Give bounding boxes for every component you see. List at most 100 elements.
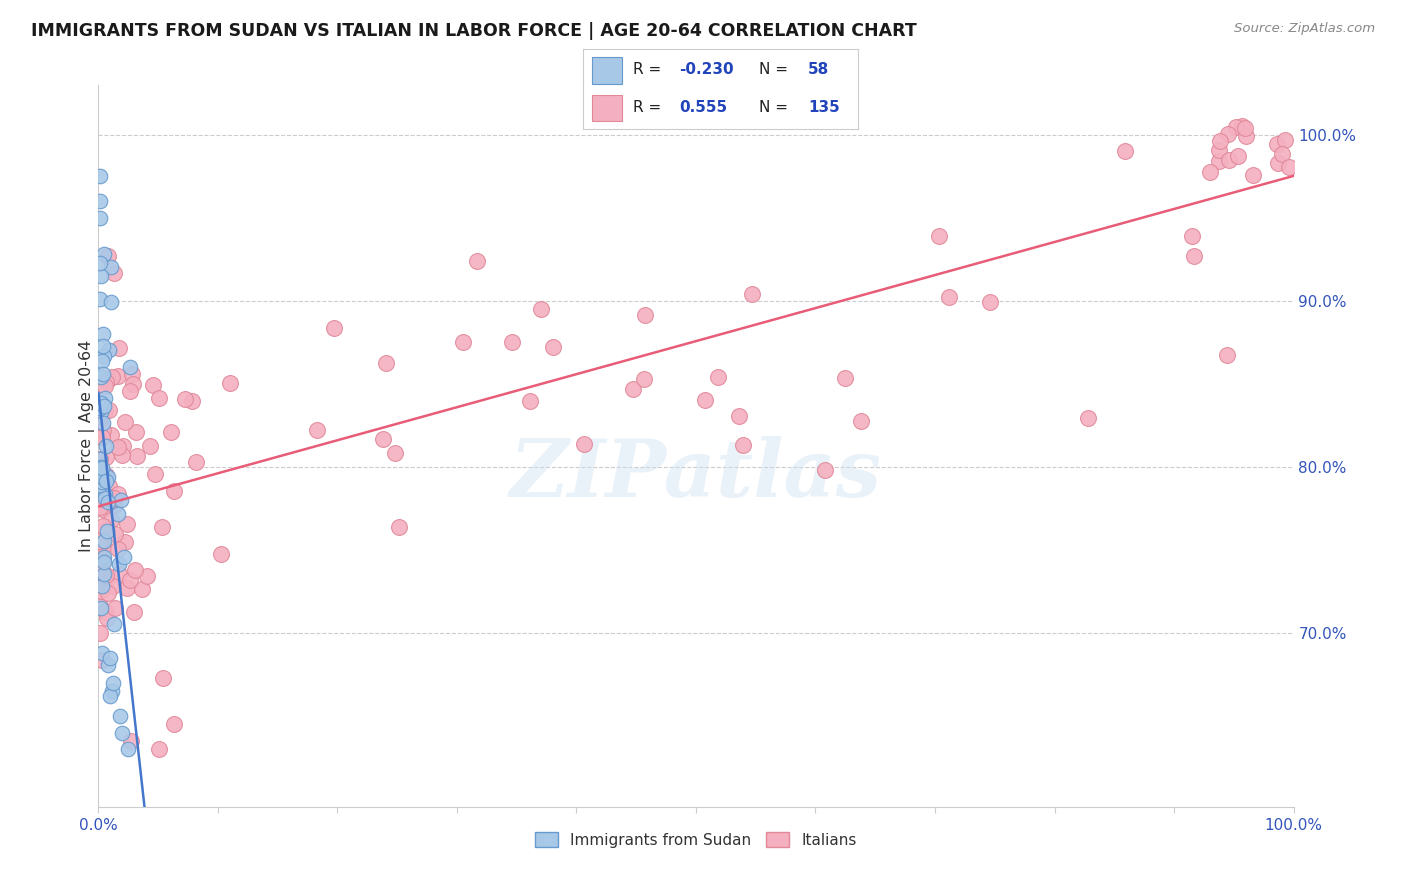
Point <box>1278 161 1301 175</box>
Point <box>89 169 111 184</box>
Point <box>110 492 132 507</box>
Point <box>707 370 730 384</box>
Point <box>97 479 120 493</box>
Point <box>98 689 121 703</box>
Point <box>120 360 142 375</box>
Point <box>143 467 166 482</box>
Point <box>93 534 115 549</box>
Point <box>97 494 120 508</box>
Point <box>1208 154 1230 169</box>
Point <box>184 455 207 469</box>
Point <box>93 524 115 538</box>
Text: N =: N = <box>759 62 793 78</box>
Text: ZIPatlas: ZIPatlas <box>510 436 882 514</box>
FancyBboxPatch shape <box>592 95 621 121</box>
Point <box>1227 149 1250 163</box>
Point <box>107 368 129 383</box>
Point <box>101 579 124 593</box>
Point <box>1218 128 1240 142</box>
Point <box>728 409 751 424</box>
Point <box>90 584 112 599</box>
Point <box>115 516 138 531</box>
Point <box>89 480 111 494</box>
Point <box>100 260 122 275</box>
Point <box>162 717 184 731</box>
Point <box>90 396 112 410</box>
Point <box>322 321 344 335</box>
Text: 135: 135 <box>808 100 839 115</box>
Point <box>89 485 111 500</box>
Point <box>91 581 114 595</box>
Point <box>93 349 115 363</box>
Point <box>180 394 202 409</box>
Point <box>91 461 114 475</box>
Point <box>388 520 411 534</box>
Text: Source: ZipAtlas.com: Source: ZipAtlas.com <box>1234 22 1375 36</box>
Point <box>89 417 111 431</box>
Point <box>115 581 138 595</box>
Point <box>91 423 114 437</box>
Point <box>1267 137 1289 152</box>
Text: N =: N = <box>759 100 793 115</box>
Point <box>103 266 125 280</box>
Point <box>125 449 148 463</box>
Point <box>142 377 165 392</box>
Point <box>1199 165 1222 179</box>
Point <box>100 513 122 527</box>
Point <box>1216 348 1239 362</box>
Point <box>101 683 124 698</box>
Point <box>139 439 162 453</box>
Point <box>97 586 120 600</box>
Point <box>93 549 115 564</box>
Point <box>107 508 129 522</box>
Point <box>89 256 111 270</box>
Text: R =: R = <box>633 100 666 115</box>
Point <box>107 541 129 556</box>
Point <box>384 446 406 460</box>
Point <box>174 392 197 406</box>
Point <box>107 441 129 455</box>
Point <box>124 564 146 578</box>
Point <box>100 428 122 442</box>
Point <box>733 438 755 452</box>
Point <box>90 430 112 444</box>
Point <box>1233 121 1256 136</box>
Point <box>100 370 122 384</box>
Point <box>1208 144 1230 158</box>
Point <box>91 646 114 660</box>
Point <box>97 470 120 484</box>
Point <box>89 462 111 476</box>
Point <box>90 492 112 507</box>
Point <box>112 439 135 453</box>
Point <box>621 382 644 396</box>
Point <box>150 520 173 534</box>
Point <box>307 423 329 437</box>
Point <box>91 579 114 593</box>
Text: 58: 58 <box>808 62 830 78</box>
Text: 0.555: 0.555 <box>679 100 727 115</box>
Point <box>93 399 115 413</box>
Point <box>89 533 111 548</box>
Point <box>219 376 242 390</box>
Point <box>97 249 120 263</box>
Point <box>100 295 122 310</box>
Point <box>160 425 183 440</box>
Point <box>541 339 564 353</box>
Point <box>91 553 114 567</box>
Point <box>107 567 129 582</box>
Point <box>91 487 114 501</box>
Point <box>98 650 122 665</box>
Point <box>1077 411 1099 425</box>
Point <box>89 211 111 226</box>
Point <box>634 309 657 323</box>
Point <box>121 367 143 381</box>
Point <box>148 742 170 756</box>
Point <box>1181 229 1204 244</box>
Point <box>103 491 125 505</box>
Point <box>111 725 134 739</box>
Point <box>104 527 127 541</box>
Point <box>94 568 117 582</box>
Point <box>90 536 112 550</box>
Point <box>1114 145 1136 159</box>
Point <box>90 601 112 615</box>
